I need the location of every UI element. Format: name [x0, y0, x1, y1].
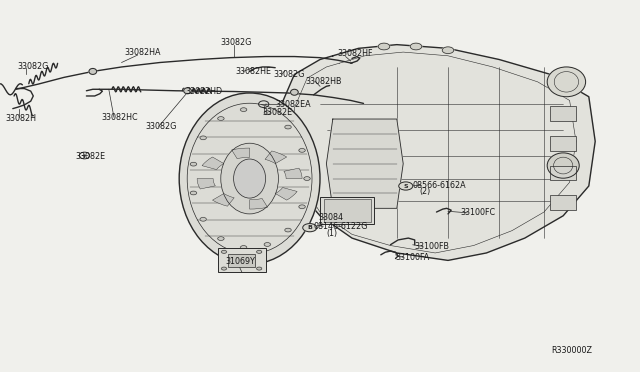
Wedge shape	[284, 168, 302, 179]
Ellipse shape	[304, 177, 310, 180]
FancyBboxPatch shape	[324, 199, 371, 222]
Text: 33082HA: 33082HA	[125, 48, 161, 57]
Text: 33100FA: 33100FA	[396, 253, 430, 262]
Ellipse shape	[285, 228, 291, 232]
Text: (1): (1)	[326, 229, 337, 238]
Text: 33082G: 33082G	[221, 38, 252, 47]
Text: 33082E: 33082E	[76, 153, 106, 161]
Text: 33082G: 33082G	[146, 122, 177, 131]
Text: 33082HB: 33082HB	[306, 77, 342, 86]
Ellipse shape	[218, 237, 224, 240]
Wedge shape	[212, 193, 234, 206]
Ellipse shape	[299, 148, 305, 152]
FancyBboxPatch shape	[550, 106, 576, 121]
Ellipse shape	[218, 117, 224, 121]
Ellipse shape	[200, 136, 206, 140]
Ellipse shape	[221, 250, 227, 253]
Ellipse shape	[257, 267, 262, 270]
Ellipse shape	[221, 267, 227, 270]
FancyBboxPatch shape	[550, 166, 576, 180]
Text: 33100FB: 33100FB	[415, 242, 450, 251]
Text: R330000Z: R330000Z	[552, 346, 593, 355]
Wedge shape	[232, 148, 250, 158]
Ellipse shape	[291, 89, 298, 95]
Polygon shape	[282, 45, 595, 260]
FancyBboxPatch shape	[320, 197, 374, 224]
Ellipse shape	[547, 153, 579, 178]
Ellipse shape	[547, 67, 586, 97]
Text: 08146-6122G: 08146-6122G	[314, 222, 368, 231]
Text: 33082HD: 33082HD	[186, 87, 223, 96]
FancyBboxPatch shape	[550, 136, 576, 151]
Text: 08566-6162A: 08566-6162A	[413, 181, 467, 190]
Text: B: B	[307, 225, 312, 230]
Ellipse shape	[89, 68, 97, 74]
Text: 33082H: 33082H	[5, 114, 36, 123]
Text: S: S	[403, 183, 408, 189]
Wedge shape	[202, 157, 224, 170]
Ellipse shape	[241, 108, 247, 112]
Ellipse shape	[264, 243, 271, 246]
Text: (2): (2)	[419, 187, 431, 196]
Ellipse shape	[378, 43, 390, 50]
Polygon shape	[326, 119, 403, 208]
Ellipse shape	[234, 159, 266, 198]
Text: 33082HE: 33082HE	[236, 67, 271, 76]
Ellipse shape	[410, 43, 422, 50]
FancyBboxPatch shape	[228, 254, 255, 267]
Wedge shape	[265, 151, 287, 164]
Wedge shape	[197, 179, 215, 189]
Wedge shape	[250, 199, 268, 209]
Text: 31069Y: 31069Y	[225, 257, 255, 266]
Text: 33082HF: 33082HF	[338, 49, 373, 58]
Text: 33084: 33084	[319, 213, 344, 222]
Ellipse shape	[285, 125, 291, 129]
Text: 33100FC: 33100FC	[461, 208, 496, 217]
Ellipse shape	[257, 250, 262, 253]
Text: 33082E: 33082E	[262, 108, 292, 117]
Ellipse shape	[442, 47, 454, 54]
Ellipse shape	[241, 246, 247, 249]
Ellipse shape	[200, 218, 206, 221]
FancyBboxPatch shape	[550, 195, 576, 210]
Text: 33082HC: 33082HC	[101, 113, 138, 122]
Text: 33082EA: 33082EA	[275, 100, 311, 109]
Ellipse shape	[303, 224, 317, 232]
Text: 33082G: 33082G	[274, 70, 305, 79]
Text: 33082G: 33082G	[18, 62, 49, 71]
Ellipse shape	[179, 93, 320, 264]
Ellipse shape	[190, 162, 196, 166]
Ellipse shape	[184, 88, 191, 94]
Ellipse shape	[399, 182, 413, 190]
Ellipse shape	[264, 111, 271, 115]
Ellipse shape	[221, 143, 278, 214]
Ellipse shape	[299, 205, 305, 209]
Wedge shape	[275, 187, 297, 200]
FancyBboxPatch shape	[218, 248, 266, 272]
Ellipse shape	[190, 191, 196, 195]
